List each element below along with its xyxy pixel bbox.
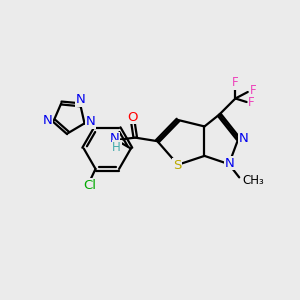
Text: N: N	[225, 157, 235, 170]
Text: N: N	[43, 114, 52, 127]
Text: N: N	[86, 116, 96, 128]
Text: CH₃: CH₃	[243, 174, 265, 187]
Text: N: N	[110, 132, 120, 145]
Text: S: S	[173, 159, 181, 172]
Text: F: F	[232, 76, 238, 89]
Text: N: N	[239, 132, 248, 145]
Text: O: O	[128, 110, 138, 124]
Text: F: F	[248, 95, 255, 109]
Text: Cl: Cl	[83, 179, 96, 192]
Text: H: H	[112, 141, 121, 154]
Text: N: N	[75, 93, 85, 106]
Text: F: F	[249, 84, 256, 97]
